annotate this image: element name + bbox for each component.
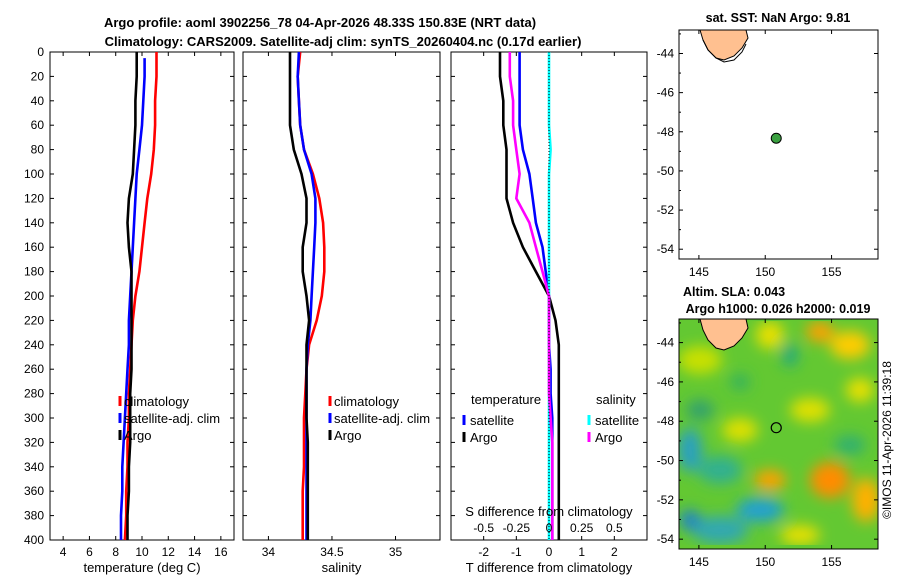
x-tick-label: 1 [578,545,585,559]
legend-label: climatology [334,394,400,409]
map-y-label: -50 [657,164,675,178]
s-tick-label: 0 [546,521,553,535]
sst-map-frame [678,29,879,260]
x-tick-label: 14 [188,545,202,559]
watermark: ©IMOS 11-Apr-2026 11:39:18 [880,361,894,519]
argo-float-marker [770,132,782,144]
s-tick-label: -0.5 [473,521,494,535]
map-y-label: -48 [657,125,675,139]
temp-xlabel: temperature (deg C) [83,560,200,575]
diff-xlabel-top: S difference from climatology [465,504,633,519]
y-tick-label: 320 [24,435,44,449]
diff-xlabel: T difference from climatology [466,560,633,575]
legend-label: satellite [595,413,639,428]
series-line-argo [126,52,138,540]
sla-map-title-1: Altim. SLA: 0.043 [683,285,785,299]
map-x-label: 155 [822,555,842,569]
y-tick-label: 300 [24,411,44,425]
y-tick-label: 160 [24,240,44,254]
s-tick-label: 0.25 [570,521,594,535]
legend-label: satellite-adj. clim [124,411,220,426]
difference-panel: -2 -1 0 1 2T difference from climatology -0.5… [450,51,648,575]
coastline [702,39,747,63]
y-tick-label: 100 [24,167,44,181]
x-tick-label: 8 [112,545,119,559]
series-line-climatology [123,52,158,541]
y-tick-label: 260 [24,362,44,376]
legend-label: Argo [334,428,361,443]
map-y-label: -50 [657,454,675,468]
legend-label: Argo [470,430,497,445]
legend-title-temperature: temperature [471,392,541,407]
y-tick-label: 40 [31,94,45,108]
s-tick-label: 0.5 [606,521,623,535]
map-y-label: -52 [657,203,675,217]
legend-title-salinity: salinity [596,392,636,407]
map-y-label: -48 [657,414,675,428]
x-tick-label: 12 [162,545,176,559]
map-x-label: 145 [689,555,709,569]
y-tick-label: 80 [31,143,45,157]
x-tick-label: 16 [214,545,228,559]
sst-map: sat. SST: NaN Argo: 9.81 -44 -46 -48 -50 -52… [657,11,879,279]
sla-heatmap [679,319,878,549]
y-tick-label: 60 [31,118,45,132]
x-tick-label: 4 [60,545,67,559]
map-y-label: -54 [657,242,675,256]
y-tick-label: 180 [24,265,44,279]
legend-label: Argo [124,428,151,443]
s-tick-label: -0.25 [503,521,531,535]
tasmania-land-sla [699,319,749,351]
map-y-label: -46 [657,86,675,100]
y-tick-label: 20 [31,69,45,83]
x-tick-label: 0 [546,545,553,559]
x-tick-label: 34 [262,545,276,559]
series-line-argo [288,52,311,540]
map-x-label: 150 [755,265,775,279]
title-line-2: Climatology: CARS2009. Satellite-adj cli… [105,34,582,49]
y-tick-label: 340 [24,460,44,474]
map-x-label: 155 [822,265,842,279]
x-tick-label: -1 [511,545,522,559]
sla-map-frame [678,318,879,550]
y-tick-label: 140 [24,216,44,230]
title-line-1: Argo profile: aoml 3902256_78 04-Apr-202… [104,15,536,30]
sal-xlabel: salinity [322,560,362,575]
sla-map: Altim. SLA: 0.043 Argo h1000: 0.026 h200… [657,285,879,569]
y-tick-label: 280 [24,387,44,401]
temperature-panel: 0 20 40 60 80 100 120 140 160 180 200 220 240 260 280 3… [24,45,235,575]
sal-frame [242,51,441,541]
map-x-label: 150 [755,555,775,569]
map-y-label: -54 [657,532,675,546]
map-y-label: -52 [657,493,675,507]
map-y-label: -44 [657,336,675,350]
y-tick-label: 360 [24,484,44,498]
map-y-label: -46 [657,375,675,389]
map-y-label: -44 [657,46,675,60]
argo-float-marker-sla [770,422,782,434]
y-tick-label: 240 [24,338,44,352]
legend-label: satellite-adj. clim [334,411,430,426]
y-tick-label: 220 [24,313,44,327]
sla-map-title-2: Argo h1000: 0.026 h2000: 0.019 [686,302,871,316]
y-tick-label: 120 [24,191,44,205]
sst-map-title: sat. SST: NaN Argo: 9.81 [706,11,851,25]
x-tick-label: 2 [611,545,618,559]
y-tick-label: 200 [24,289,44,303]
salinity-panel: 34 34.5 35 salinity climatology satellite-adj… [242,51,441,575]
y-tick-label: 400 [24,533,44,547]
x-tick-label: 35 [389,545,403,559]
legend-label: Argo [595,430,622,445]
legend-label: climatology [124,394,190,409]
x-tick-label: 34.5 [320,545,344,559]
x-tick-label: 10 [135,545,149,559]
x-tick-label: 6 [86,545,93,559]
legend-label: satellite [470,413,514,428]
map-x-label: 145 [689,265,709,279]
y-tick-label: 380 [24,509,44,523]
y-tick-label: 0 [37,45,44,59]
x-tick-label: -2 [478,545,489,559]
